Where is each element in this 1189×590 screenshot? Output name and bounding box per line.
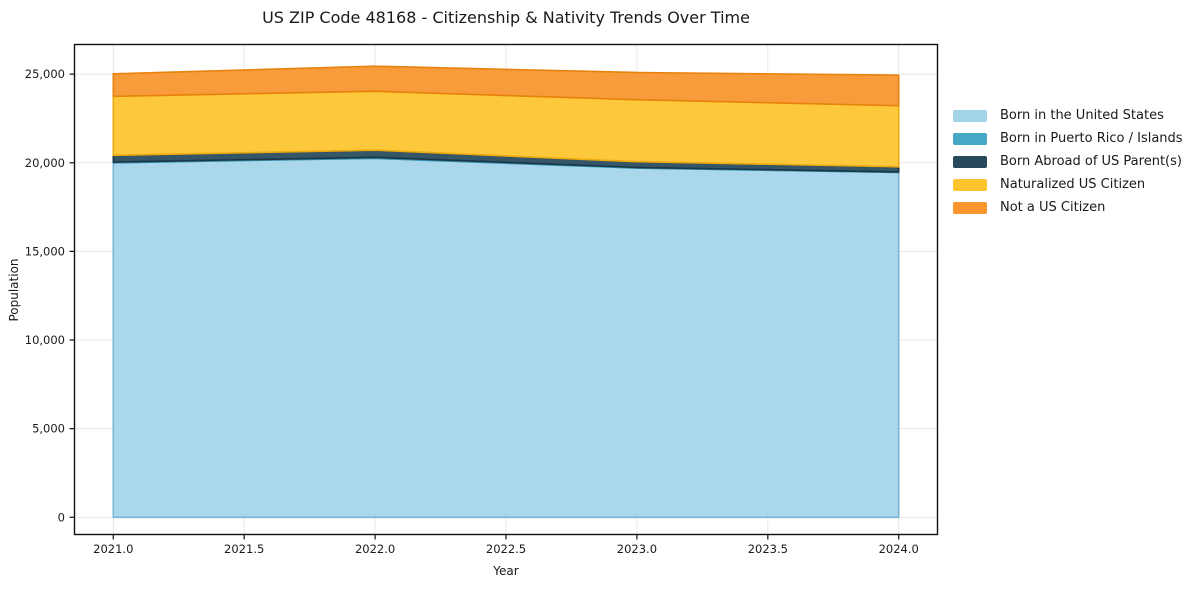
x-axis-label: Year xyxy=(493,564,519,578)
legend-item: Born in the United States xyxy=(953,104,1183,127)
legend-item: Born in Puerto Rico / Islands xyxy=(953,127,1183,150)
legend-item: Not a US Citizen xyxy=(953,196,1183,219)
x-tick-label: 2021.5 xyxy=(224,542,264,556)
legend-label: Born in the United States xyxy=(1000,108,1164,123)
area-born-in-the-united-states xyxy=(112,157,900,519)
legend-label: Born in Puerto Rico / Islands xyxy=(1000,131,1183,146)
chart-title: US ZIP Code 48168 - Citizenship & Nativi… xyxy=(262,8,750,27)
y-tick-label: 10,000 xyxy=(25,333,65,347)
legend-label: Naturalized US Citizen xyxy=(1000,177,1146,192)
y-tick-label: 20,000 xyxy=(25,156,65,170)
legend: Born in the United States Born in Puerto … xyxy=(953,104,1183,219)
legend-item: Naturalized US Citizen xyxy=(953,173,1183,196)
legend-swatch xyxy=(953,109,987,122)
x-tick-label: 2022.5 xyxy=(486,542,526,556)
x-tick-label: 2023.0 xyxy=(617,542,657,556)
legend-swatch xyxy=(953,155,987,168)
y-tick-label: 5,000 xyxy=(32,422,65,436)
legend-label: Not a US Citizen xyxy=(1000,200,1106,215)
plot-border xyxy=(73,43,939,536)
x-tick-label: 2024.0 xyxy=(879,542,919,556)
legend-swatch xyxy=(953,201,987,214)
y-tick-label: 0 xyxy=(58,510,65,524)
x-tick-label: 2023.5 xyxy=(748,542,788,556)
area-not-a-us-citizen xyxy=(112,65,900,107)
legend-swatch xyxy=(953,132,987,145)
legend-label: Born Abroad of US Parent(s) xyxy=(1000,154,1182,169)
x-tick-label: 2022.0 xyxy=(355,542,395,556)
legend-item: Born Abroad of US Parent(s) xyxy=(953,150,1183,173)
legend-swatch xyxy=(953,178,987,191)
y-tick-label: 25,000 xyxy=(25,67,65,81)
x-tick-label: 2021.0 xyxy=(93,542,133,556)
y-tick-label: 15,000 xyxy=(25,244,65,258)
